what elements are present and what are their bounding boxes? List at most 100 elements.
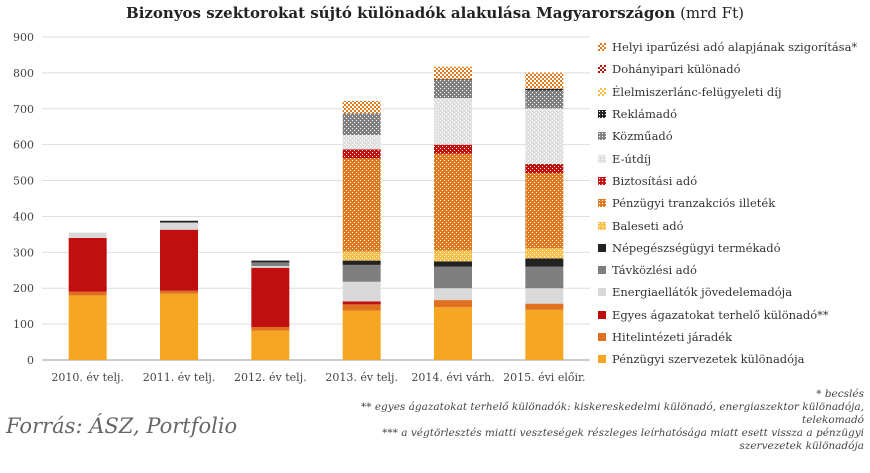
legend-item: Helyi iparűzési adó alapjának szigorítás… (598, 36, 868, 58)
bar-segment (525, 303, 564, 310)
bar-segment (434, 288, 472, 301)
y-tick-label: 100 (13, 318, 34, 331)
footnotes: * becslés ** egyes ágazatokat terhelő kü… (324, 388, 864, 453)
bar-segment (160, 293, 198, 360)
footnote-1: * becslés (816, 388, 864, 400)
x-tick-label: 2015. évi előir. (503, 371, 585, 384)
y-axis: 0 100 200 300 400 500 600 700 800 900 (13, 31, 34, 367)
bar-segment (434, 66, 472, 80)
legend-label: E-útdíj (612, 151, 652, 166)
bar-segment (342, 100, 381, 114)
legend-item: Energiaellátók jövedelemadója (598, 281, 868, 303)
bar-segment (434, 144, 472, 154)
legend-label: Pénzügyi szervezetek különadója (612, 352, 805, 367)
legend-item: Egyes ágazatokat terhelő különadó** (598, 304, 868, 326)
bar-segment (342, 264, 381, 282)
y-tick-label: 300 (13, 246, 34, 259)
bar-segment (68, 295, 107, 360)
legend-item: Közműadó (598, 125, 868, 147)
legend-swatch (598, 43, 606, 52)
bar-segment (251, 265, 290, 268)
x-tick-label: 2010. év telj. (51, 371, 124, 384)
bar-segment (342, 310, 381, 360)
legend-label: Élelmiszerlánc-felügyeleti díj (612, 84, 782, 99)
y-tick-label: 600 (13, 139, 34, 152)
legend-item: Távközlési adó (598, 259, 868, 281)
legend-label: Dohányipari különadó (612, 62, 741, 77)
bar-segment (434, 80, 472, 99)
chart-title-text: Bizonyos szektorokat sújtó különadók ala… (126, 4, 676, 22)
bar-segment (434, 261, 472, 267)
legend-swatch (598, 333, 606, 341)
bar-segment (525, 309, 564, 360)
bar-segment (342, 260, 381, 265)
bar-segment (525, 164, 564, 174)
x-tick-label: 2014. évi várh. (411, 371, 494, 384)
bar-segment (434, 98, 472, 145)
legend-label: Helyi iparűzési adó alapjának szigorítás… (612, 40, 858, 55)
footnote-2: ** egyes ágazatokat terhelő különadók: k… (361, 401, 864, 426)
legend-item: Baleseti adó (598, 214, 868, 236)
legend-swatch (598, 355, 606, 364)
bar-segment (68, 232, 107, 238)
legend: Helyi iparűzési adó alapjának szigorítás… (598, 36, 868, 370)
bar-segment (525, 248, 564, 259)
bar-segment (434, 300, 472, 308)
bar-segment (160, 290, 198, 294)
legend-swatch (598, 110, 606, 119)
bar-segment (525, 88, 564, 91)
bar-segment (342, 134, 381, 150)
legend-item: Biztosítási adó (598, 170, 868, 192)
legend-label: Távközlési adó (612, 263, 697, 278)
bar-segment (342, 301, 381, 305)
bar-segment (434, 153, 472, 251)
legend-label: Energiaellátók jövedelemadója (612, 285, 793, 300)
legend-swatch (598, 243, 606, 252)
legend-label: Biztosítási adó (612, 173, 698, 188)
bar-segment (160, 220, 198, 223)
bar-segment (68, 237, 107, 292)
y-tick-label: 800 (13, 67, 34, 80)
y-tick-label: 400 (13, 210, 34, 223)
bars (68, 66, 564, 360)
legend-swatch (598, 154, 606, 163)
bar-segment (342, 251, 381, 261)
legend-label: Népegészségügyi termékadó (612, 240, 781, 255)
bar-segment (342, 281, 381, 302)
y-tick-label: 0 (27, 354, 34, 367)
legend-label: Pénzügyi tranzakciós illeték (612, 196, 776, 211)
y-tick-label: 900 (13, 31, 34, 44)
chart-title: Bizonyos szektorokat sújtó különadók ala… (0, 4, 870, 22)
legend-swatch (598, 132, 606, 141)
legend-label: Közműadó (612, 129, 673, 144)
legend-item: Dohányipari különadó (598, 58, 868, 80)
legend-swatch (598, 87, 606, 96)
legend-item: Pénzügyi szervezetek különadója (598, 348, 868, 370)
legend-item: Hitelintézeti járadék (598, 326, 868, 348)
stacked-bar-chart: 0 100 200 300 400 500 600 700 800 900 2010. év te… (13, 31, 590, 384)
bar-segment (525, 288, 564, 304)
legend-label: Hitelintézeti járadék (612, 330, 733, 344)
bar-segment (251, 260, 290, 263)
source-credit: Forrás: ÁSZ, Portfolio (6, 414, 238, 438)
x-axis: 2010. év telj. 2011. év telj. 2012. év tel… (51, 371, 585, 384)
bar-segment (525, 258, 564, 267)
gridlines (42, 36, 590, 361)
x-tick-label: 2013. év telj. (325, 371, 398, 384)
bar-segment (342, 304, 381, 311)
legend-item: Népegészségügyi termékadó (598, 237, 868, 259)
bar-segment (525, 173, 564, 249)
bar-segment (251, 262, 290, 266)
legend-swatch (598, 288, 606, 297)
legend-swatch (598, 266, 606, 275)
bar-segment (434, 307, 472, 360)
legend-label: Egyes ágazatokat terhelő különadó** (612, 307, 829, 322)
bar-segment (251, 330, 290, 360)
y-tick-label: 700 (13, 103, 34, 116)
x-tick-label: 2012. év telj. (234, 371, 307, 384)
bar-segment (434, 79, 472, 81)
legend-label: Baleseti adó (612, 218, 684, 233)
bar-segment (160, 222, 198, 230)
legend-label: Reklámadó (612, 107, 678, 122)
legend-item: Pénzügyi tranzakciós illeték (598, 192, 868, 214)
